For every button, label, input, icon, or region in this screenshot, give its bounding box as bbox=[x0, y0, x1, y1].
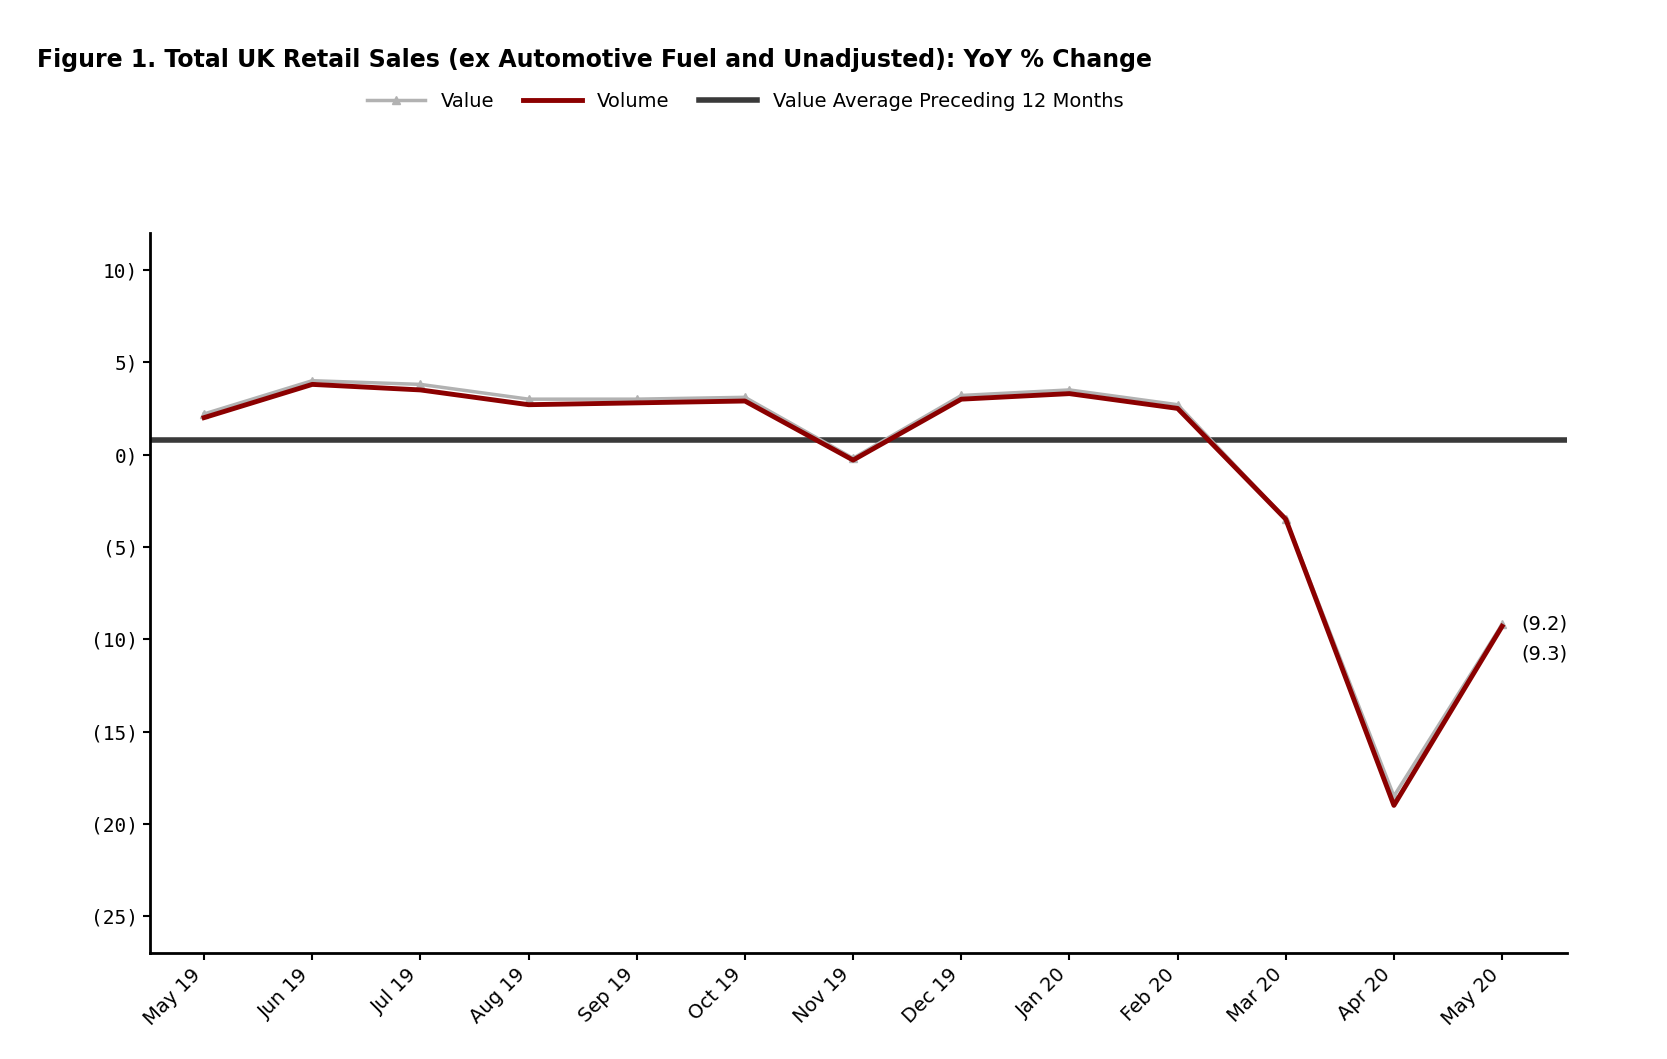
Text: Figure 1. Total UK Retail Sales (ex Automotive Fuel and Unadjusted): YoY % Chang: Figure 1. Total UK Retail Sales (ex Auto… bbox=[37, 48, 1152, 72]
Value bbox=[410, 378, 430, 391]
Volume bbox=[518, 398, 538, 411]
Volume bbox=[1167, 402, 1187, 415]
Value bbox=[518, 393, 538, 406]
Volume bbox=[735, 395, 755, 408]
Volume bbox=[1275, 513, 1295, 525]
Volume bbox=[1492, 620, 1512, 632]
Legend: Value, Volume, Value Average Preceding 12 Months: Value, Volume, Value Average Preceding 1… bbox=[358, 85, 1132, 120]
Volume bbox=[1384, 800, 1404, 812]
Value Average Preceding 12 Months bbox=[302, 433, 322, 446]
Value bbox=[1492, 618, 1512, 631]
Value bbox=[193, 408, 213, 420]
Line: Value: Value bbox=[200, 377, 1507, 801]
Value bbox=[627, 393, 647, 406]
Value bbox=[735, 391, 755, 403]
Value bbox=[1060, 383, 1080, 396]
Value bbox=[302, 374, 322, 387]
Volume bbox=[410, 383, 430, 396]
Value bbox=[844, 452, 864, 465]
Value bbox=[1167, 398, 1187, 411]
Volume bbox=[952, 393, 972, 406]
Value bbox=[1384, 790, 1404, 803]
Volume bbox=[844, 453, 864, 466]
Line: Volume: Volume bbox=[203, 384, 1502, 806]
Value Average Preceding 12 Months bbox=[193, 433, 213, 446]
Value bbox=[952, 389, 972, 401]
Volume bbox=[627, 396, 647, 409]
Text: (9.3): (9.3) bbox=[1522, 645, 1567, 664]
Volume bbox=[193, 411, 213, 424]
Volume bbox=[302, 378, 322, 391]
Volume bbox=[1060, 388, 1080, 400]
Text: (9.2): (9.2) bbox=[1522, 615, 1567, 634]
Value bbox=[1275, 513, 1295, 525]
